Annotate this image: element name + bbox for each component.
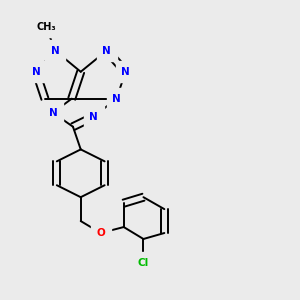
Text: O: O xyxy=(96,228,105,238)
Text: N: N xyxy=(102,46,111,56)
Text: N: N xyxy=(121,67,130,77)
Text: N: N xyxy=(49,108,57,118)
Text: Cl: Cl xyxy=(138,258,149,268)
Text: N: N xyxy=(51,46,59,56)
Text: N: N xyxy=(32,67,40,77)
Text: N: N xyxy=(112,94,121,103)
Text: CH₃: CH₃ xyxy=(36,22,56,32)
Text: N: N xyxy=(89,112,98,122)
